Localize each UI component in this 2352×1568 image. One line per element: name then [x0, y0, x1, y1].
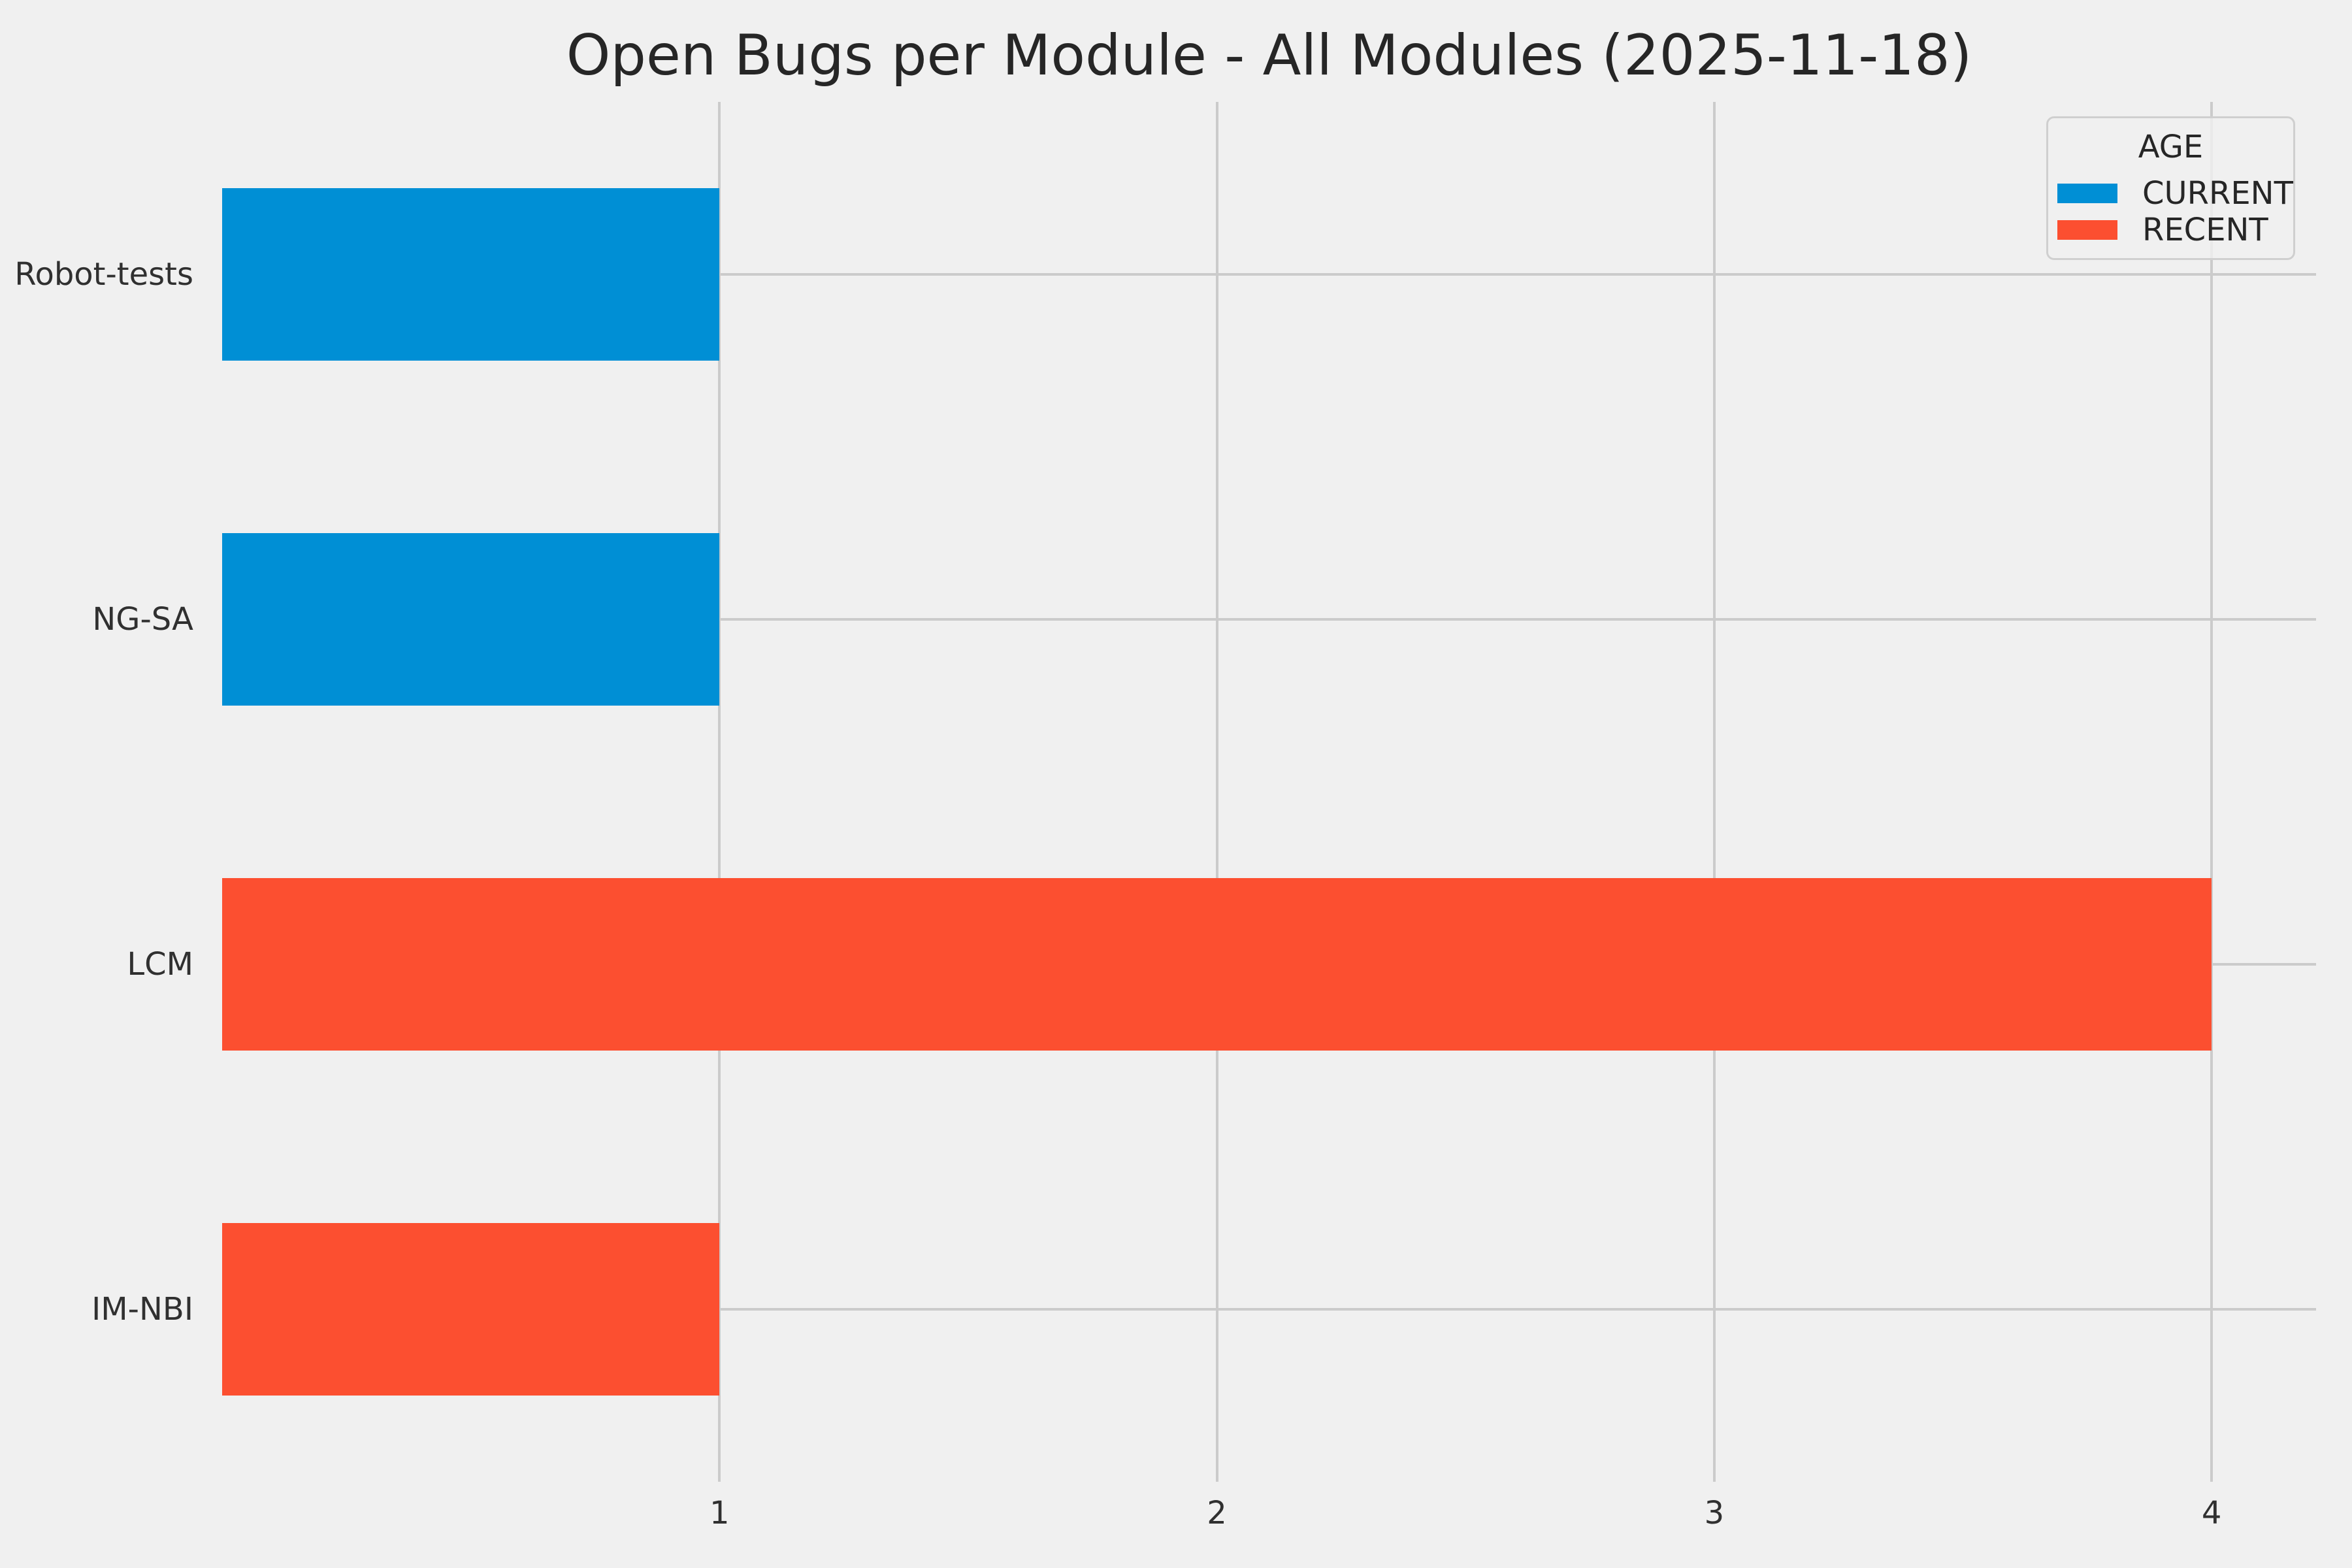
legend-title: AGE: [2138, 128, 2204, 165]
legend-entry-label: CURRENT: [2142, 174, 2293, 212]
x-tick-label: 1: [710, 1495, 730, 1531]
chart-title: Open Bugs per Module - All Modules (2025…: [566, 23, 1972, 88]
bar-lcm: [222, 878, 2212, 1051]
plot-area: [222, 102, 2316, 1482]
bar-im-nbi: [222, 1223, 720, 1396]
y-axis-label: Robot-tests: [14, 256, 193, 293]
x-gridline: [718, 102, 721, 1482]
y-gridline: [222, 273, 2316, 276]
legend-entry-current: CURRENT: [2057, 175, 2293, 212]
y-axis-label: NG-SA: [92, 601, 193, 638]
x-gridline: [1215, 102, 1218, 1482]
legend: AGE CURRENT RECENT: [2046, 116, 2295, 260]
legend-swatch-icon: [2057, 183, 2117, 203]
x-tick-label: 3: [1704, 1495, 1725, 1531]
y-axis-label: IM-NBI: [91, 1291, 193, 1328]
legend-entry-recent: RECENT: [2057, 212, 2284, 248]
legend-swatch-icon: [2057, 220, 2117, 240]
x-tick-label: 4: [2201, 1495, 2222, 1531]
legend-entries: CURRENT RECENT: [2057, 175, 2293, 248]
bar-robot-tests: [222, 188, 720, 361]
x-gridline: [2210, 102, 2213, 1482]
x-axis-tick-labels: 1 2 3 4: [222, 1495, 2316, 1547]
y-axis-label: LCM: [127, 946, 193, 983]
x-gridline: [1712, 102, 1716, 1482]
legend-entry-label: RECENT: [2142, 211, 2268, 248]
y-gridline: [222, 1308, 2316, 1311]
bar-ng-sa: [222, 533, 720, 706]
y-gridline: [222, 618, 2316, 621]
x-tick-label: 2: [1207, 1495, 1227, 1531]
y-axis-labels: Robot-tests NG-SA LCM IM-NBI: [0, 102, 208, 1482]
